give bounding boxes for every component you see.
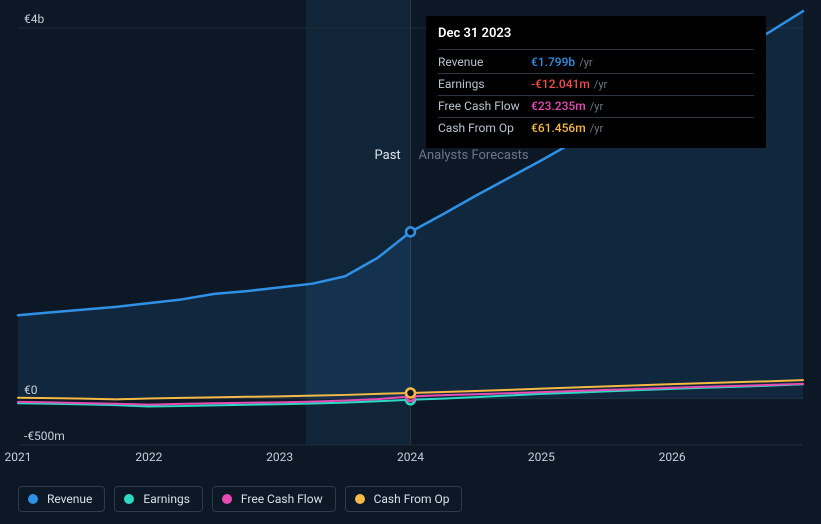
tooltip-row: Cash From Op€61.456m/yr <box>438 118 754 139</box>
tooltip-metric-value: €1.799b <box>531 53 575 72</box>
tooltip-unit: /yr <box>590 120 603 138</box>
chart-tooltip: Dec 31 2023 Revenue€1.799b/yrEarnings-€1… <box>426 16 766 148</box>
legend-swatch <box>28 494 38 504</box>
legend-label: Cash From Op <box>374 492 450 506</box>
legend-swatch <box>222 494 232 504</box>
tooltip-metric-label: Earnings <box>438 75 531 94</box>
tooltip-metric-label: Revenue <box>438 53 531 72</box>
x-axis-label: 2021 <box>5 450 32 464</box>
past-section-label: Past <box>375 148 401 163</box>
legend-item-revenue[interactable]: Revenue <box>18 486 105 512</box>
tooltip-row: Revenue€1.799b/yr <box>438 52 754 74</box>
x-axis-label: 2022 <box>135 450 162 464</box>
tooltip-unit: /yr <box>590 98 603 116</box>
tooltip-metric-label: Cash From Op <box>438 119 531 138</box>
legend-label: Free Cash Flow <box>241 492 323 506</box>
chart-legend: Revenue Earnings Free Cash Flow Cash From O… <box>18 486 462 512</box>
legend-swatch <box>355 494 365 504</box>
tooltip-unit: /yr <box>594 76 607 94</box>
x-axis-label: 2023 <box>266 450 293 464</box>
legend-item-fcf[interactable]: Free Cash Flow <box>212 486 336 512</box>
y-axis-label: -€500m <box>24 429 65 443</box>
y-axis-label: €0 <box>24 383 38 397</box>
y-axis-label: €4b <box>24 12 44 26</box>
tooltip-row: Free Cash Flow€23.235m/yr <box>438 96 754 118</box>
tooltip-row: Earnings-€12.041m/yr <box>438 74 754 96</box>
legend-swatch <box>124 494 134 504</box>
tooltip-metric-value: €61.456m <box>531 119 586 138</box>
tooltip-metric-value: -€12.041m <box>531 75 590 94</box>
legend-label: Earnings <box>143 492 190 506</box>
tooltip-metric-value: €23.235m <box>531 97 586 116</box>
legend-item-cfo[interactable]: Cash From Op <box>345 486 463 512</box>
tooltip-date: Dec 31 2023 <box>438 24 754 50</box>
legend-label: Revenue <box>47 492 92 506</box>
tooltip-unit: /yr <box>579 54 592 72</box>
forecast-section-label: Analysts Forecasts <box>419 148 529 163</box>
x-axis-label: 2025 <box>528 450 555 464</box>
tooltip-metric-label: Free Cash Flow <box>438 97 531 116</box>
legend-item-earnings[interactable]: Earnings <box>114 486 203 512</box>
x-axis-label: 2026 <box>659 450 686 464</box>
x-axis-label: 2024 <box>397 450 424 464</box>
